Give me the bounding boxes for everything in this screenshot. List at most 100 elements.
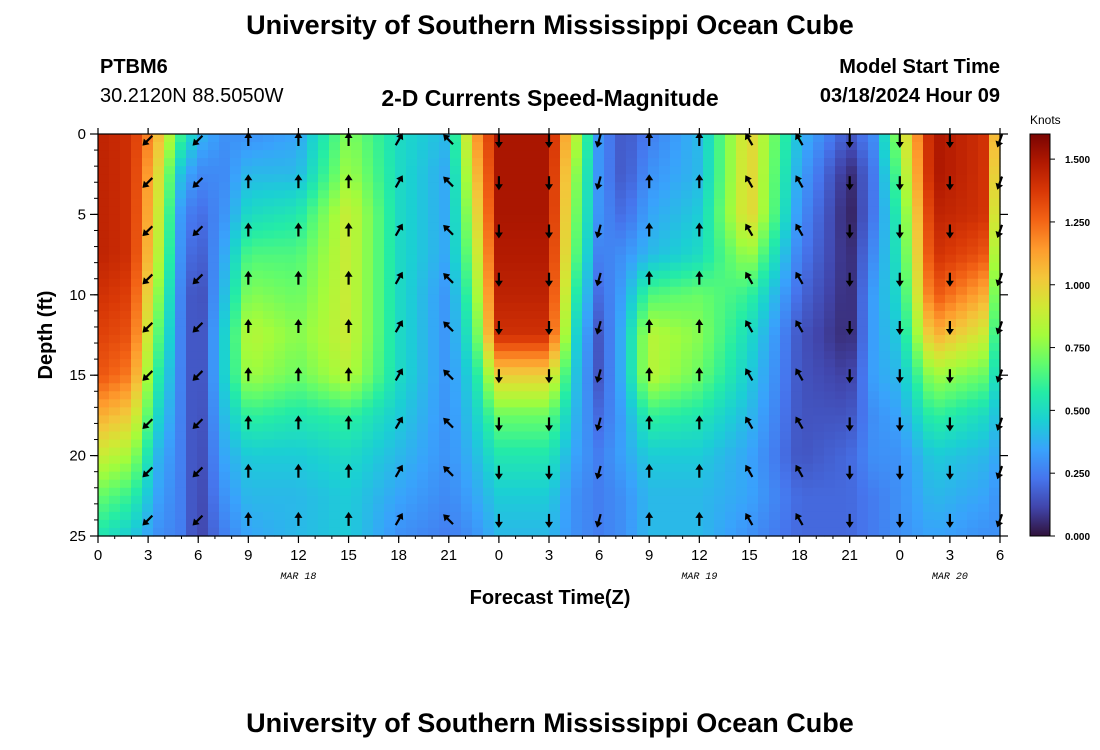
heatmap-cell <box>582 343 594 352</box>
heatmap-cell <box>373 134 385 143</box>
heatmap-cell <box>329 238 341 248</box>
heatmap-cell <box>681 423 693 433</box>
heatmap-cell <box>714 222 726 232</box>
heatmap-cell <box>824 174 836 183</box>
heatmap-cell <box>912 455 924 465</box>
heatmap-cell <box>538 375 550 384</box>
heatmap-cell <box>186 318 198 328</box>
heatmap-cell <box>670 423 682 433</box>
heatmap-cell <box>912 343 924 352</box>
heatmap-cell <box>230 142 242 151</box>
heatmap-cell <box>648 487 660 497</box>
heatmap-cell <box>384 343 396 352</box>
heatmap-cell <box>978 375 990 384</box>
heatmap-cell <box>835 391 847 400</box>
heatmap-cell <box>505 246 517 256</box>
heatmap-cell <box>560 391 572 400</box>
heatmap-cell <box>912 214 924 224</box>
heatmap-cell <box>186 479 198 489</box>
heatmap-cell <box>538 286 550 296</box>
heatmap-cell <box>593 302 605 312</box>
heatmap-cell <box>923 310 935 320</box>
heatmap-cell <box>956 318 968 328</box>
heatmap-cell <box>142 359 154 368</box>
heatmap-cell <box>582 278 594 288</box>
heatmap-cell <box>505 439 517 449</box>
heatmap-cell <box>626 383 638 392</box>
heatmap-cell <box>703 174 715 183</box>
heatmap-cell <box>934 439 946 449</box>
heatmap-cell <box>274 527 286 537</box>
heatmap-cell <box>714 246 726 256</box>
heatmap-cell <box>835 527 847 537</box>
heatmap-cell <box>384 326 396 336</box>
heatmap-cell <box>318 158 330 167</box>
heatmap-cell <box>538 527 550 537</box>
heatmap-cell <box>769 174 781 183</box>
heatmap-cell <box>813 150 825 159</box>
heatmap-cell <box>263 310 275 320</box>
heatmap-cell <box>351 310 363 320</box>
heatmap-cell <box>373 286 385 296</box>
heatmap-cell <box>802 495 814 505</box>
heatmap-cell <box>197 335 209 344</box>
heatmap-cell <box>736 302 748 312</box>
heatmap-cell <box>296 294 308 304</box>
heatmap-cell <box>263 423 275 433</box>
heatmap-cell <box>98 343 110 352</box>
heatmap-cell <box>230 383 242 392</box>
heatmap-cell <box>945 238 957 248</box>
heatmap-cell <box>923 214 935 224</box>
heatmap-cell <box>890 439 902 449</box>
heatmap-cell <box>802 463 814 473</box>
heatmap-cell <box>98 519 110 529</box>
heatmap-cell <box>967 335 979 344</box>
heatmap-cell <box>472 399 484 408</box>
heatmap-cell <box>318 134 330 143</box>
heatmap-cell <box>923 487 935 497</box>
heatmap-cell <box>230 182 242 191</box>
heatmap-cell <box>252 294 264 304</box>
heatmap-cell <box>505 214 517 224</box>
heatmap-cell <box>780 278 792 288</box>
heatmap-cell <box>582 310 594 320</box>
heatmap-cell <box>604 335 616 344</box>
heatmap-cell <box>802 351 814 360</box>
heatmap-cell <box>978 214 990 224</box>
current-vector-arrow <box>645 174 654 189</box>
heatmap-cell <box>736 359 748 368</box>
current-vector-arrow <box>945 369 954 384</box>
heatmap-cell <box>296 326 308 336</box>
heatmap-cell <box>527 182 539 191</box>
heatmap-cell <box>428 166 440 175</box>
heatmap-cell <box>120 471 132 481</box>
heatmap-cell <box>219 294 231 304</box>
heatmap-cell <box>131 166 143 175</box>
heatmap-cell <box>769 206 781 215</box>
heatmap-cell <box>681 230 693 240</box>
heatmap-cell <box>681 198 693 207</box>
heatmap-cell <box>626 415 638 425</box>
heatmap-cell <box>978 254 990 264</box>
heatmap-cell <box>483 407 495 416</box>
heatmap-cell <box>252 254 264 264</box>
heatmap-cell <box>879 206 891 215</box>
heatmap-cell <box>131 367 143 376</box>
heatmap-cell <box>450 270 462 280</box>
heatmap-cell <box>802 343 814 352</box>
heatmap-cell <box>934 166 946 175</box>
heatmap-cell <box>186 447 198 457</box>
heatmap-cell <box>373 439 385 449</box>
heatmap-cell <box>615 174 627 183</box>
heatmap-cell <box>978 150 990 159</box>
heatmap-cell <box>461 190 473 199</box>
heatmap-cell <box>703 383 715 392</box>
heatmap-cell <box>802 367 814 376</box>
heatmap-cell <box>923 278 935 288</box>
heatmap-cell <box>263 238 275 248</box>
heatmap-cell <box>483 471 495 481</box>
heatmap-cell <box>934 158 946 167</box>
heatmap-cell <box>208 294 220 304</box>
heatmap-cell <box>604 166 616 175</box>
heatmap-cell <box>670 487 682 497</box>
